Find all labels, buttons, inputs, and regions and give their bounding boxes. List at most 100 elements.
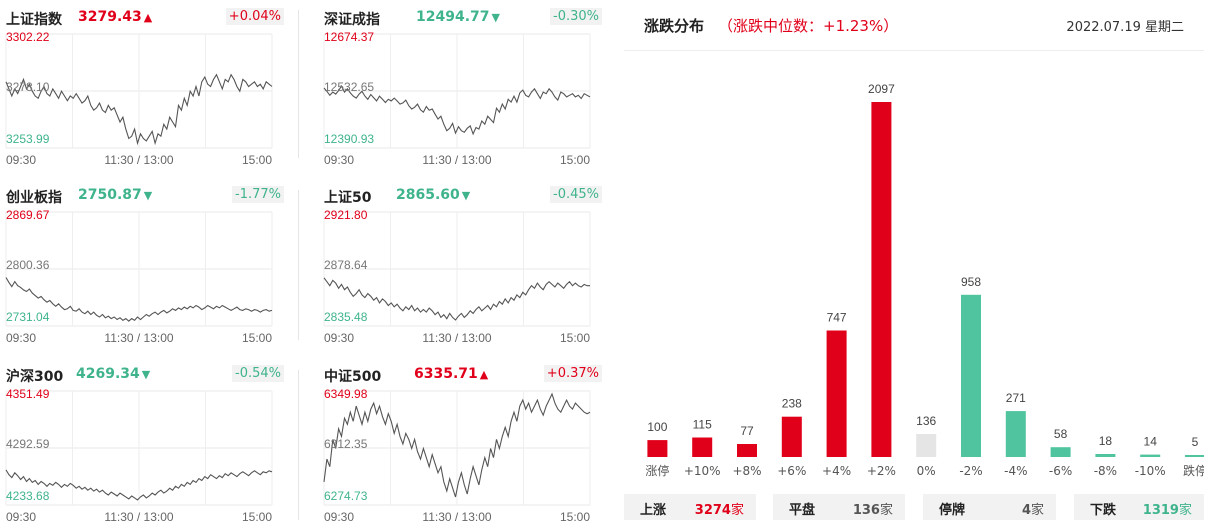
bar-category-label: -6% <box>1049 464 1072 478</box>
dist-bar[interactable] <box>1185 455 1204 457</box>
summary-flat: 平盘 136家 <box>773 494 905 520</box>
index-panel[interactable]: 上证指数 3279.43 ▲ +0.04% 3302.22 3278.10 3253.99 0… <box>0 0 290 170</box>
bar-value-label: 115 <box>693 418 712 432</box>
bar-value-label: 18 <box>1099 434 1113 448</box>
index-panel[interactable]: 创业板指 2750.87 ▼ -1.77% 2869.67 2800.36 2731.04 0… <box>0 178 290 348</box>
bar-category-label: +6% <box>777 464 806 478</box>
distribution-title: 涨跌分布 <box>644 17 705 35</box>
y-tick-low: 6274.73 <box>324 489 368 503</box>
y-tick-high: 6349.98 <box>324 387 368 401</box>
x-tick-label: 09:30 <box>6 331 36 345</box>
index-price-value: 2865.60 <box>396 187 460 203</box>
bar-category-label: +8% <box>732 464 761 478</box>
index-change-badge: +0.04% <box>225 8 284 25</box>
bar-category-label: -10% <box>1135 464 1166 478</box>
y-tick-mid: 4292.59 <box>6 437 50 451</box>
summary-value: 4家 <box>1022 499 1044 518</box>
summary-label: 平盘 <box>789 503 816 518</box>
y-tick-high: 2921.80 <box>324 208 368 222</box>
down-arrow-icon: ▼ <box>491 11 500 24</box>
bar-value-label: 2097 <box>868 82 895 96</box>
index-price-value: 3279.43 <box>78 9 142 25</box>
bar-value-label: 5 <box>1192 435 1199 449</box>
dist-bar[interactable] <box>871 102 892 457</box>
bar-value-label: 136 <box>916 414 936 428</box>
index-price: 4269.34 ▼ <box>76 366 150 382</box>
index-header: 中证500 6335.71 ▲ +0.37% <box>324 365 602 386</box>
bar-category-label: 跌停 <box>1183 463 1204 478</box>
rise-fall-distribution: 涨跌分布 （涨跌中位数：+1.23%） 2022.07.19 星期二 100 涨停… <box>624 0 1204 530</box>
y-tick-low: 2731.04 <box>6 310 50 324</box>
intraday-chart: 12674.37 12532.65 12390.93 09:30 11:30 / 13:… <box>323 30 591 167</box>
y-tick-mid: 6312.35 <box>324 437 368 451</box>
bar-category-label: +4% <box>822 464 851 478</box>
intraday-chart: 6349.98 6312.35 6274.73 09:30 11:30 / 13:00 1… <box>323 387 591 524</box>
index-name: 沪深300 <box>6 369 64 385</box>
x-tick-label: 15:00 <box>560 510 590 524</box>
summary-value: 136家 <box>853 499 893 518</box>
index-change-badge: -0.54% <box>232 365 284 382</box>
x-tick-label: 09:30 <box>324 510 354 524</box>
dist-bar[interactable] <box>1050 447 1071 457</box>
panel-divider <box>298 10 299 158</box>
panel-divider <box>298 370 299 520</box>
dist-bar[interactable] <box>692 437 713 458</box>
y-tick-mid: 12532.65 <box>324 80 374 94</box>
intraday-chart: 2921.80 2878.64 2835.48 09:30 11:30 / 13:00 1… <box>323 208 591 345</box>
dist-bar[interactable] <box>916 434 937 457</box>
summary-count: 136 <box>852 503 880 518</box>
summary-label: 下跌 <box>1090 503 1117 518</box>
index-panel[interactable]: 上证50 2865.60 ▼ -0.45% 2921.80 2878.64 2835.48 0… <box>318 178 608 348</box>
bar-category-label: -4% <box>1004 464 1027 478</box>
index-header: 上证50 2865.60 ▼ -0.45% <box>324 186 602 207</box>
index-price-line <box>5 469 273 501</box>
dist-bar[interactable] <box>1095 454 1116 457</box>
index-panel[interactable]: 沪深300 4269.34 ▼ -0.54% 4351.49 4292.59 4233.68… <box>0 357 290 527</box>
bar-category-label: 涨停 <box>645 463 669 478</box>
y-tick-mid: 2878.64 <box>324 258 368 272</box>
panel-divider <box>298 190 299 340</box>
y-tick-low: 12390.93 <box>324 132 374 146</box>
index-panel[interactable]: 深证成指 12494.77 ▼ -0.30% 12674.37 12532.65 12390… <box>318 0 608 170</box>
dist-bar[interactable] <box>826 330 847 458</box>
dist-bar[interactable] <box>647 440 668 457</box>
bar-category-label: -2% <box>959 464 982 478</box>
intraday-chart: 2869.67 2800.36 2731.04 09:30 11:30 / 13:00 1… <box>5 208 273 345</box>
summary-count: 3274 <box>694 503 731 518</box>
bar-category-label: +10% <box>684 464 721 478</box>
dist-bar[interactable] <box>781 416 802 457</box>
y-tick-high: 3302.22 <box>6 30 50 44</box>
down-arrow-icon: ▼ <box>461 189 471 202</box>
x-tick-label: 11:30 / 13:00 <box>104 510 173 524</box>
dist-bar[interactable] <box>737 444 757 457</box>
index-change-badge: +0.37% <box>543 365 602 382</box>
down-arrow-icon: ▼ <box>143 189 153 202</box>
y-tick-high: 4351.49 <box>6 387 50 401</box>
index-header: 创业板指 2750.87 ▼ -1.77% <box>6 186 284 207</box>
index-price: 2750.87 ▼ <box>78 187 152 203</box>
summary-unit: 家 <box>879 503 893 518</box>
summary-unit: 家 <box>730 503 744 518</box>
bar-category-label: +2% <box>867 464 896 478</box>
summary-unit: 家 <box>1178 503 1192 518</box>
index-price-value: 2750.87 <box>78 187 142 203</box>
x-tick-label: 09:30 <box>6 510 36 524</box>
dist-bar[interactable] <box>1005 411 1026 457</box>
x-tick-label: 11:30 / 13:00 <box>422 153 491 167</box>
bar-value-label: 77 <box>740 424 754 438</box>
index-price: 6335.71 ▲ <box>414 366 488 382</box>
summary-count: 1319 <box>1142 503 1179 518</box>
x-tick-label: 15:00 <box>242 331 272 345</box>
bar-category-label: -8% <box>1094 464 1117 478</box>
index-panel[interactable]: 中证500 6335.71 ▲ +0.37% 6349.98 6312.35 6274.73… <box>318 357 608 527</box>
up-arrow-icon: ▲ <box>143 11 153 24</box>
summary-count: 4 <box>1021 503 1031 518</box>
index-price: 2865.60 ▼ <box>396 187 470 203</box>
bar-value-label: 271 <box>1006 391 1026 405</box>
index-price-line <box>323 392 591 498</box>
down-arrow-icon: ▼ <box>141 368 151 381</box>
header-divider <box>624 50 1204 51</box>
index-price-line <box>323 84 591 136</box>
dist-bar[interactable] <box>1140 454 1161 457</box>
dist-bar[interactable] <box>961 294 981 457</box>
